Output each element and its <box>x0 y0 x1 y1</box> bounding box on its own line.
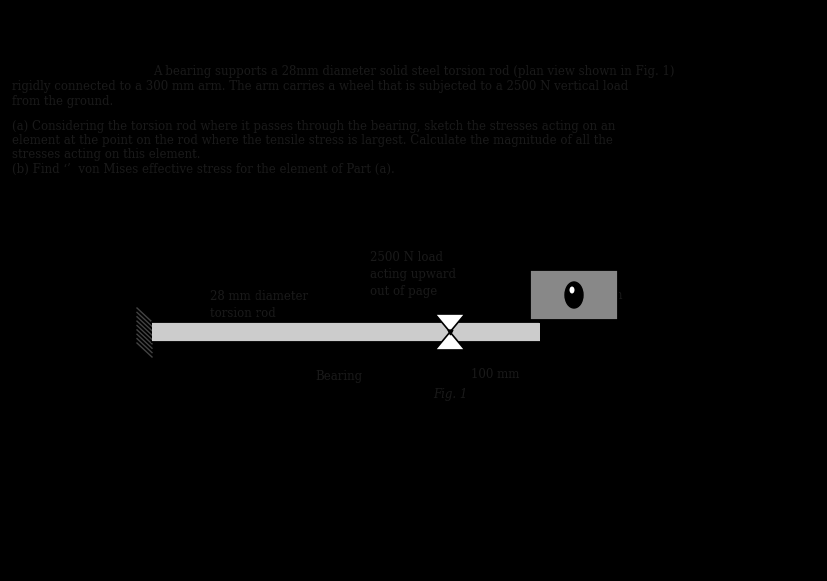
Text: 2500 N load
acting upward
out of page: 2500 N load acting upward out of page <box>370 252 456 299</box>
Text: from the ground.: from the ground. <box>12 95 113 108</box>
Ellipse shape <box>564 282 582 308</box>
Text: 100 mm: 100 mm <box>471 368 519 381</box>
Text: stresses acting on this element.: stresses acting on this element. <box>12 148 200 161</box>
Polygon shape <box>434 332 465 350</box>
Polygon shape <box>434 314 465 332</box>
Text: (b) Find ‘’  von Mises effective stress for the element of Part (a).: (b) Find ‘’ von Mises effective stress f… <box>12 163 394 176</box>
Bar <box>152 322 539 342</box>
Text: (a) Considering the torsion rod where it passes through the bearing, sketch the : (a) Considering the torsion rod where it… <box>12 120 614 133</box>
Text: 28 mm diameter
torsion rod: 28 mm diameter torsion rod <box>210 290 308 320</box>
Text: Fig. 1: Fig. 1 <box>433 388 466 401</box>
Text: 300 mm
arm: 300 mm arm <box>573 289 622 317</box>
Text: Bearing: Bearing <box>314 370 361 383</box>
Text: rigidly connected to a 300 mm arm. The arm carries a wheel that is subjected to : rigidly connected to a 300 mm arm. The a… <box>12 80 628 93</box>
Text: A bearing supports a 28mm diameter solid steel torsion rod (plan view shown in F: A bearing supports a 28mm diameter solid… <box>153 65 674 78</box>
Ellipse shape <box>569 286 574 293</box>
Bar <box>529 270 617 320</box>
Text: element at the point on the rod where the tensile stress is largest. Calculate t: element at the point on the rod where th… <box>12 134 612 147</box>
